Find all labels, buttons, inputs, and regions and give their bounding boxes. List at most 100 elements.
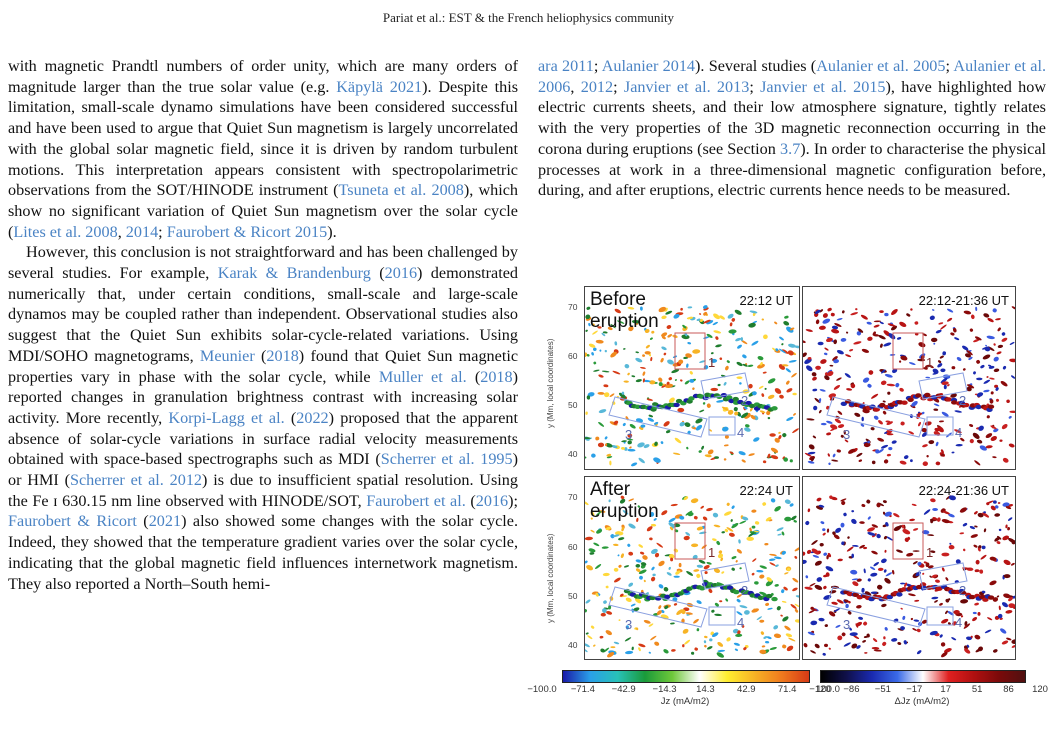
current-patch <box>929 315 935 321</box>
current-patch <box>813 405 818 411</box>
current-patch <box>640 366 646 369</box>
current-patch <box>635 563 641 568</box>
current-patch <box>969 526 976 530</box>
citation-link[interactable]: 2016 <box>475 491 509 510</box>
current-patch <box>834 323 842 327</box>
current-patch <box>707 646 713 650</box>
current-patch <box>658 605 662 610</box>
citation-link[interactable]: Faurobert & Ricort <box>8 512 137 531</box>
current-patch <box>783 457 788 462</box>
current-patch <box>883 459 889 464</box>
citation-link[interactable]: 2022 <box>296 408 329 427</box>
current-patch <box>595 564 602 569</box>
current-patch <box>613 420 619 425</box>
current-patch <box>681 334 690 340</box>
current-patch <box>1009 410 1015 414</box>
current-patch <box>987 346 995 352</box>
current-patch <box>914 599 920 602</box>
current-ribbon <box>673 402 680 408</box>
current-patch <box>692 387 695 390</box>
current-patch <box>588 548 596 553</box>
current-patch <box>678 562 682 568</box>
citation-link[interactable]: Faurobert et al. <box>366 491 466 510</box>
citation-link[interactable]: 2021 <box>148 512 182 531</box>
citation-link[interactable]: Aulanier et al. 2006 <box>538 57 1046 96</box>
citation-link[interactable]: Lites et al. 2008 <box>13 222 118 241</box>
current-patch <box>969 424 974 427</box>
current-patch <box>757 355 764 361</box>
current-patch <box>875 449 880 454</box>
current-patch <box>810 650 816 654</box>
current-patch <box>980 364 985 369</box>
current-patch <box>590 529 595 533</box>
citation-link[interactable]: 2014 <box>125 222 159 241</box>
current-patch <box>900 607 903 610</box>
citation-link[interactable]: Meunier <box>199 346 255 365</box>
current-patch <box>936 517 941 522</box>
current-patch <box>804 586 813 590</box>
current-patch <box>686 446 689 450</box>
current-patch <box>940 642 946 647</box>
current-patch <box>703 564 710 570</box>
current-patch <box>585 599 591 604</box>
citation-link[interactable]: Aulanier et al. 2005 <box>816 57 946 75</box>
citation-link[interactable]: Tsuneta et al. 2008 <box>338 181 464 200</box>
region-box <box>608 586 708 628</box>
current-patch <box>766 636 772 640</box>
citation-link[interactable]: ara 2011 <box>538 57 594 75</box>
current-patch <box>846 331 849 334</box>
current-patch <box>693 618 699 624</box>
current-patch <box>814 560 822 566</box>
current-patch <box>993 500 997 504</box>
current-patch <box>977 547 981 552</box>
citation-link[interactable]: Muller et al. <box>378 367 467 386</box>
current-patch <box>1011 375 1015 379</box>
current-patch <box>977 646 984 652</box>
current-patch <box>759 591 767 596</box>
citation-link[interactable]: Scherrer et al. 1995 <box>380 450 513 469</box>
current-patch <box>789 459 793 463</box>
citation-link[interactable]: 2016 <box>384 264 418 283</box>
current-patch <box>595 510 602 516</box>
current-patch <box>623 348 626 350</box>
current-patch <box>740 340 748 345</box>
current-ribbon <box>634 404 641 409</box>
current-patch <box>719 600 723 603</box>
citation-link[interactable]: 3.7 <box>780 139 801 158</box>
citation-link[interactable]: 2018 <box>266 346 299 365</box>
current-patch <box>876 533 881 539</box>
citation-link[interactable]: Käpylä 2021 <box>336 77 423 96</box>
current-patch <box>828 647 831 650</box>
current-patch <box>736 376 743 380</box>
current-patch <box>912 561 918 565</box>
current-patch <box>861 416 864 422</box>
current-patch <box>785 368 791 373</box>
citation-link[interactable]: Janvier et al. 2013 <box>623 77 750 96</box>
current-patch <box>712 321 718 326</box>
citation-link[interactable]: Janvier et al. 2015 <box>760 77 886 96</box>
citation-link[interactable]: Faurobert & Ricort 2015 <box>166 222 328 241</box>
current-patch <box>827 453 830 457</box>
current-patch <box>830 424 838 430</box>
citation-link[interactable]: Korpi-Lagg et al. <box>168 408 285 427</box>
current-patch <box>625 625 629 630</box>
current-patch <box>616 320 625 324</box>
citation-link[interactable]: 2018 <box>480 367 513 386</box>
current-patch <box>749 407 753 412</box>
current-patch <box>760 362 763 366</box>
current-patch <box>843 512 847 517</box>
citation-link[interactable]: 2012 <box>580 77 614 96</box>
current-patch <box>591 352 594 356</box>
current-patch <box>661 332 668 337</box>
current-patch <box>721 571 725 574</box>
current-patch <box>963 623 971 629</box>
current-patch <box>638 544 643 548</box>
citation-link[interactable]: Scherrer et al. 2012 <box>69 471 203 490</box>
citation-link[interactable]: Aulanier 2014 <box>601 57 696 75</box>
colorbar-jz-ticks: −100.0 −71.4 −42.9 −14.3 14.3 42.9 71.4 100.0 <box>527 684 840 696</box>
current-patch <box>671 369 680 374</box>
y-axis-label-top: y (Mm, local coordinates) <box>546 338 555 428</box>
current-patch <box>585 642 590 648</box>
current-patch <box>962 523 968 527</box>
citation-link[interactable]: Karak & Brandenburg <box>217 264 371 283</box>
